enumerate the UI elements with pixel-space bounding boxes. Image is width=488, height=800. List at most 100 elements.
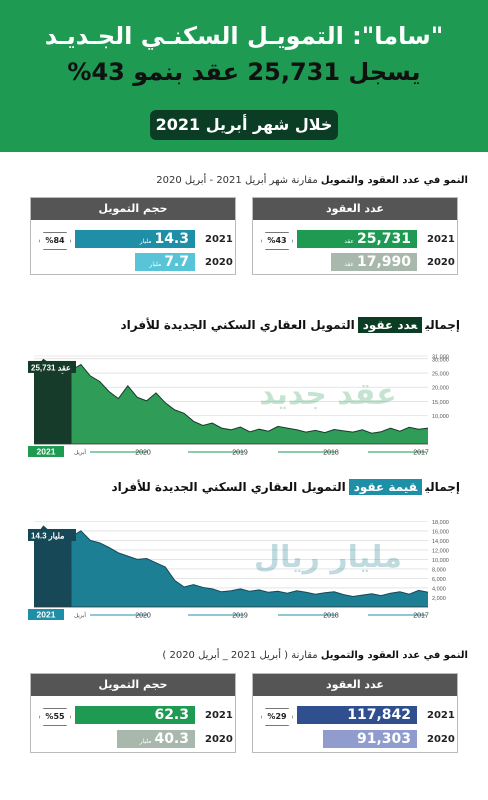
financing-area-chart: 18,000 16,000 14,000 12,000 10,000 8,000 6,000… — [28, 515, 464, 625]
x-tick-label: 2020 — [135, 613, 151, 620]
contracts-card-monthly: عدد العقود %43 25,731عقد 2021 17,990عقد … — [252, 197, 458, 275]
callout-box — [28, 360, 76, 373]
chart-svg: 18,000 16,000 14,000 12,000 10,000 8,000 6,000… — [28, 520, 449, 620]
section1-heading-bold: النمو في عدد العقود والتمويل — [320, 175, 468, 186]
bar-2020: 91,303 — [323, 730, 417, 748]
bar-unit: مليار — [149, 261, 162, 268]
month-label: أبريل — [74, 448, 86, 456]
x-tick-label: 2019 — [232, 450, 248, 457]
y-tick-label: 10,000 — [432, 414, 449, 420]
series-area — [34, 359, 428, 444]
chart2-title: إجماليقيمة عقودالتمويل العقاري السكني ال… — [111, 479, 460, 495]
callout-box — [28, 528, 76, 541]
year-label: 2020 — [205, 257, 233, 268]
bar-2021: 62.3 — [75, 706, 195, 724]
headline-subtitle: يسجل 25,731 عقد بنمو 43% — [67, 58, 421, 86]
year-label: 2021 — [205, 234, 233, 245]
x-tick-label: 2020 — [135, 450, 151, 457]
callout-label: 14.3 مليار — [31, 531, 64, 541]
y-tick-label: 31,000 — [432, 355, 449, 361]
bar-2021: 117,842 — [297, 706, 417, 724]
x-tick-label: 2019 — [232, 613, 248, 620]
series-area-highlight — [34, 526, 72, 607]
y-tick-label: 15,000 — [432, 400, 449, 406]
card-title: عدد العقود — [253, 674, 457, 696]
series-line — [33, 525, 429, 598]
year-label: 2021 — [427, 234, 455, 245]
card-title: حجم التمويل — [31, 198, 235, 220]
chart1-title-post: التمويل العقاري السكني الجديدة للأفراد — [120, 318, 355, 332]
bar-2020: 17,990عقد — [331, 253, 417, 271]
bar-2020: 7.7مليار — [135, 253, 195, 271]
chart2-title-post: التمويل العقاري السكني الجديدة للأفراد — [111, 480, 346, 494]
year-tag-label: 2021 — [37, 447, 56, 457]
year-label: 2021 — [427, 710, 455, 721]
chart-watermark: عقد جديد — [259, 377, 396, 412]
y-tick-label: 4,000 — [432, 586, 446, 592]
section1-heading: النمو في عدد العقود والتمويل مقارنة شهر … — [156, 175, 468, 186]
y-tick-label: 6,000 — [432, 577, 446, 583]
section2-heading-rest: مقارنة ( أبريل 2021 _ أبريل 2020 ) — [162, 650, 321, 661]
month-label: أبريل — [74, 611, 86, 619]
y-tick-label: 20,000 — [432, 386, 449, 392]
x-tick-label: 2017 — [413, 450, 429, 457]
series-area — [34, 526, 428, 607]
y-tick-label: 2,000 — [432, 596, 446, 602]
contracts-card-cumulative: عدد العقود %29 117,842 2021 91,303 2020 — [252, 673, 458, 753]
section1-heading-rest: مقارنة شهر أبريل 2021 - أبريل 2020 — [156, 175, 321, 186]
chart1-title-highlight: عدد عقود — [357, 317, 423, 333]
y-tick-label: 14,000 — [432, 539, 449, 545]
x-tick-label: 2017 — [413, 613, 429, 620]
growth-hexagon: %43 — [261, 232, 293, 250]
period-badge: خلال شهر أبريل 2021 — [150, 110, 338, 140]
growth-hexagon: %55 — [39, 708, 71, 726]
y-tick-label: 12,000 — [432, 548, 449, 554]
year-tag-label: 2021 — [37, 610, 56, 620]
year-tag-box — [28, 609, 64, 620]
bar-unit: عقد — [344, 261, 354, 268]
y-tick-label: 16,000 — [432, 529, 449, 535]
financing-card-monthly: حجم التمويل %84 14.3مليار 2021 7.7مليار … — [30, 197, 236, 275]
bar-value: 17,990 — [356, 254, 411, 270]
x-tick-label: 2018 — [323, 450, 339, 457]
year-label: 2021 — [205, 710, 233, 721]
year-label: 2020 — [205, 734, 233, 745]
bar-value: 7.7 — [164, 254, 189, 270]
y-tick-label: 10,000 — [432, 558, 449, 564]
series-area-highlight — [34, 359, 72, 444]
headline-title: "ساما": التمويـل السكنـي الجـديـد — [44, 22, 444, 50]
year-tag-box — [28, 446, 64, 457]
bar-value: 117,842 — [347, 707, 411, 723]
bar-unit: مليار — [139, 738, 152, 745]
section2-heading-bold: النمو في عدد العقود والتمويل — [320, 650, 468, 661]
growth-hexagon: %29 — [261, 708, 293, 726]
y-tick-label: 8,000 — [432, 567, 446, 573]
series-line — [33, 358, 429, 434]
chart2-title-highlight: قيمة عقود — [348, 479, 423, 495]
chart1-title-pre: إجمالي — [425, 318, 460, 332]
bar-unit: عقد — [344, 238, 354, 245]
year-label: 2020 — [427, 257, 455, 268]
bar-2020: 40.3مليار — [117, 730, 195, 748]
contracts-area-chart: 31,000 30,000 25,000 20,000 15,000 10,000 عقد … — [28, 352, 464, 462]
y-tick-label: 18,000 — [432, 520, 449, 526]
year-label: 2020 — [427, 734, 455, 745]
growth-hexagon: %84 — [39, 232, 71, 250]
y-tick-label: 30,000 — [432, 357, 449, 363]
y-tick-label: 25,000 — [432, 372, 449, 378]
card-title: عدد العقود — [253, 198, 457, 220]
bar-2021: 14.3مليار — [75, 230, 195, 248]
chart1-title: إجماليعدد عقودالتمويل العقاري السكني الج… — [120, 317, 460, 333]
section2-heading: النمو في عدد العقود والتمويل مقارنة ( أب… — [162, 650, 468, 661]
financing-card-cumulative: حجم التمويل %55 62.3 2021 40.3مليار 2020 — [30, 673, 236, 753]
callout-label: 25,731 عقد — [31, 363, 71, 372]
x-tick-label: 2018 — [323, 613, 339, 620]
bar-value: 25,731 — [356, 231, 411, 247]
bar-value: 14.3 — [154, 231, 189, 247]
bar-value: 91,303 — [356, 731, 411, 747]
bar-value: 62.3 — [154, 707, 189, 723]
chart-watermark: مليار ريال — [254, 540, 402, 575]
hero-banner: "ساما": التمويـل السكنـي الجـديـد يسجل 2… — [0, 0, 488, 152]
card-title: حجم التمويل — [31, 674, 235, 696]
